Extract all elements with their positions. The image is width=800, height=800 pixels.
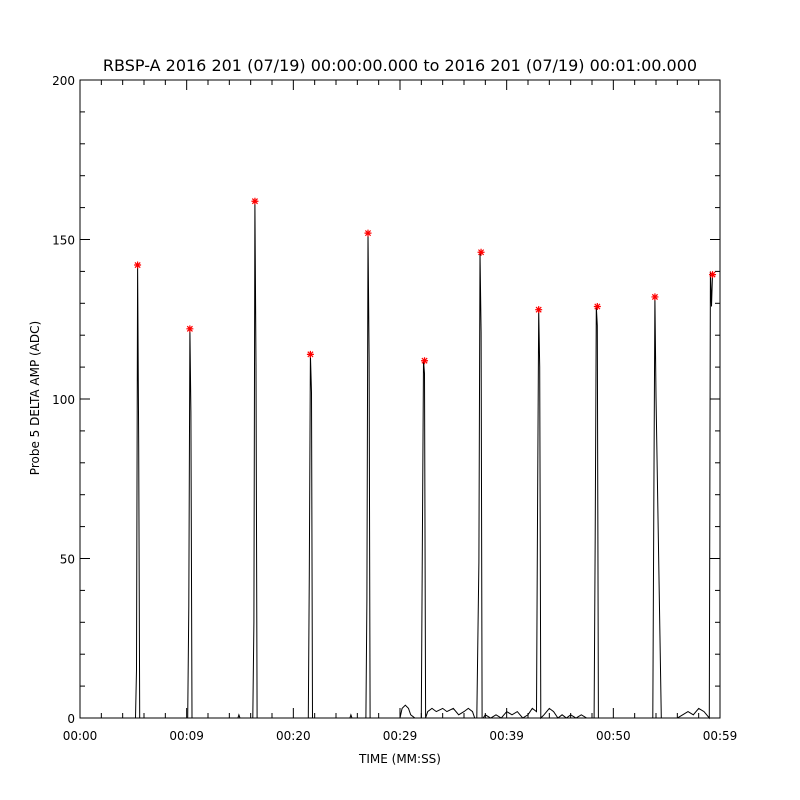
peak-marker [186,325,194,333]
peak-marker [251,197,259,205]
peak-marker [306,350,314,358]
y-tick-label: 200 [52,74,75,88]
peak-marker [134,261,142,269]
peak-marker [364,229,372,237]
x-tick-label: 00:09 [169,729,204,743]
peak-marker [535,306,543,314]
peak-marker [651,293,659,301]
x-tick-label: 00:29 [383,729,418,743]
chart-title: RBSP-A 2016 201 (07/19) 00:00:00.000 to … [103,56,697,75]
data-series-line [80,201,713,720]
plot-frame [79,79,721,719]
x-tick-label: 00:50 [596,729,631,743]
x-tick-label: 00:39 [489,729,524,743]
y-tick-label: 50 [60,553,75,567]
peak-marker [477,248,485,256]
x-tick-label: 00:00 [63,729,98,743]
y-axis-label: Probe 5 DELTA AMP (ADC) [28,321,42,475]
plot-area: 0 50 100 150 200 00:00 00:09 00:20 00:29 00:39 00:… [52,74,737,743]
peak-marker [593,302,601,310]
peak-marker [709,271,717,279]
x-axis-label: TIME (MM:SS) [358,752,441,766]
y-tick-label: 100 [52,393,75,407]
x-tick-label: 00:59 [703,729,738,743]
y-tick-label: 0 [67,712,75,726]
x-tick-label: 00:20 [276,729,311,743]
y-tick-label: 150 [52,234,75,248]
peak-marker [421,357,429,365]
